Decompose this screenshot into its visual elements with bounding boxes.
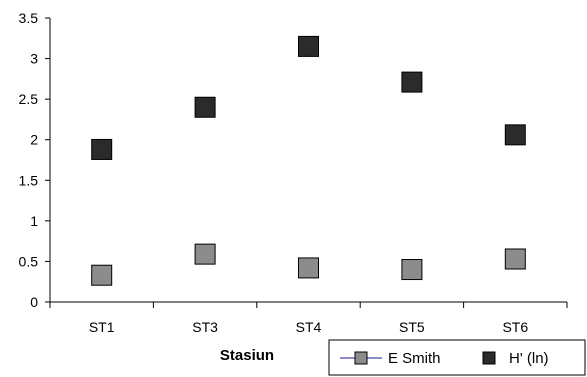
x-tick-label: ST1 bbox=[89, 319, 115, 335]
y-tick-label: 1 bbox=[30, 213, 38, 229]
legend: E Smith H' (ln) bbox=[328, 339, 586, 376]
axes bbox=[45, 17, 568, 308]
y-tick-label: 2 bbox=[30, 132, 38, 148]
x-tick-label: ST5 bbox=[399, 319, 425, 335]
y-tick-label: 1.5 bbox=[19, 172, 39, 188]
data-point-h-ln bbox=[401, 71, 423, 93]
data-point-h-ln bbox=[91, 138, 113, 160]
legend-marker-e-smith bbox=[354, 351, 368, 365]
data-point-h-ln bbox=[194, 96, 216, 118]
y-tick-label: 0.5 bbox=[19, 253, 39, 269]
data-point-e-smith bbox=[91, 264, 113, 286]
y-tick-label: 3 bbox=[30, 51, 38, 67]
y-tick-label: 3.5 bbox=[19, 10, 39, 26]
x-axis-label: Stasiun bbox=[220, 347, 274, 364]
data-points bbox=[91, 35, 526, 286]
y-tick-label: 0 bbox=[30, 294, 38, 310]
x-tick-label: ST6 bbox=[502, 319, 528, 335]
x-tick-label: ST4 bbox=[296, 319, 322, 335]
x-tick-labels: ST1 ST3 ST4 ST5 ST6 bbox=[89, 319, 528, 335]
data-point-e-smith bbox=[401, 259, 423, 281]
data-point-h-ln bbox=[298, 35, 319, 57]
legend-label-h-ln: H' (ln) bbox=[509, 350, 549, 367]
data-point-e-smith bbox=[194, 243, 216, 265]
y-tick-label: 2.5 bbox=[19, 91, 39, 107]
legend-marker-h-ln bbox=[482, 351, 496, 365]
data-point-h-ln bbox=[504, 124, 526, 146]
data-point-e-smith bbox=[298, 257, 319, 279]
legend-label-e-smith: E Smith bbox=[388, 350, 441, 367]
y-tick-labels: 0 0.5 1 1.5 2 2.5 3 3.5 bbox=[19, 10, 39, 310]
x-tick-label: ST3 bbox=[192, 319, 218, 335]
data-point-e-smith bbox=[504, 248, 526, 270]
